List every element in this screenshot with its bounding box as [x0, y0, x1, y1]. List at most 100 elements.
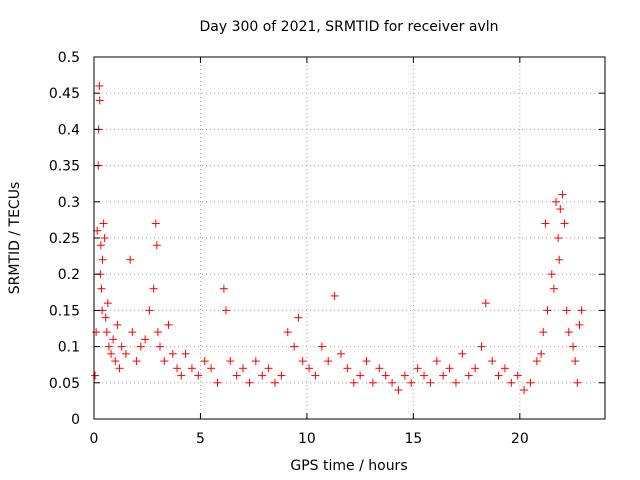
- data-point: [151, 219, 160, 228]
- data-point: [104, 342, 113, 351]
- data-point: [537, 349, 546, 358]
- data-point: [95, 81, 104, 90]
- data-point: [98, 255, 107, 264]
- y-tick-label: 0.25: [49, 231, 80, 247]
- x-tick-label: 10: [298, 431, 316, 447]
- data-point: [128, 328, 137, 337]
- data-point: [298, 357, 307, 366]
- data-point: [552, 197, 561, 206]
- data-point: [336, 349, 345, 358]
- chart-title: Day 300 of 2021, SRMTID for receiver avl…: [199, 19, 498, 35]
- data-point: [394, 386, 403, 395]
- data-point: [356, 371, 365, 380]
- data-point: [560, 219, 569, 228]
- x-tick-labels: 0 5 10 15 20: [90, 431, 529, 447]
- data-point: [564, 328, 573, 337]
- y-tick-label: 0: [71, 412, 80, 428]
- data-point: [181, 349, 190, 358]
- data-point: [100, 234, 109, 242]
- data-point: [407, 378, 416, 387]
- data-point: [213, 378, 222, 387]
- data-point: [451, 378, 460, 387]
- data-point: [445, 364, 454, 373]
- data-point: [226, 357, 235, 366]
- data-point: [101, 313, 110, 322]
- data-point: [305, 364, 314, 373]
- data-point: [153, 328, 162, 337]
- data-point: [375, 364, 384, 373]
- data-point: [464, 371, 473, 380]
- data-point: [245, 378, 254, 387]
- data-point: [187, 364, 196, 373]
- data-point: [91, 371, 100, 380]
- y-tick-label: 0.1: [58, 340, 80, 356]
- data-point: [471, 364, 480, 373]
- data-point: [96, 241, 105, 250]
- data-point: [136, 342, 145, 351]
- data-point: [111, 357, 120, 366]
- data-point: [145, 306, 154, 315]
- axis-ticks: [93, 56, 605, 420]
- data-point: [555, 255, 564, 264]
- grid: [94, 57, 605, 419]
- data-point: [168, 349, 177, 358]
- data-point: [420, 371, 429, 380]
- data-point: [513, 371, 522, 380]
- data-point: [381, 371, 390, 380]
- data-point: [270, 378, 279, 387]
- data-point: [207, 364, 216, 373]
- data-point: [103, 299, 112, 308]
- x-axis-title: GPS time / hours: [290, 458, 407, 474]
- data-point: [577, 306, 586, 315]
- data-point: [400, 371, 409, 380]
- data-point: [141, 335, 150, 344]
- y-tick-label: 0.5: [58, 50, 80, 66]
- data-point: [173, 364, 182, 373]
- data-point: [324, 357, 333, 366]
- data-point: [164, 320, 173, 329]
- y-tick-label: 0.35: [49, 159, 80, 175]
- data-point: [99, 219, 108, 228]
- y-tick-labels: 0 0.05 0.1 0.15 0.2 0.25 0.3 0.35 0.4 0.45 0.5: [49, 50, 80, 428]
- data-point: [543, 306, 552, 315]
- data-point: [558, 190, 567, 199]
- data-point: [571, 357, 580, 366]
- data-point: [311, 371, 320, 380]
- data-point: [481, 299, 490, 308]
- data-point: [520, 386, 529, 395]
- data-point: [368, 378, 377, 387]
- data-point: [109, 335, 118, 344]
- data-point: [232, 371, 241, 380]
- data-point: [526, 378, 535, 387]
- data-point: [177, 371, 186, 380]
- data-point: [92, 328, 101, 337]
- data-point: [539, 328, 548, 337]
- data-point: [413, 364, 422, 373]
- data-point: [160, 357, 169, 366]
- data-point: [488, 357, 497, 366]
- data-point: [219, 284, 228, 293]
- data-point: [251, 357, 260, 366]
- y-tick-label: 0.2: [58, 267, 80, 283]
- data-point: [532, 357, 541, 366]
- data-point: [569, 342, 578, 351]
- data-point: [149, 284, 158, 293]
- data-point: [121, 349, 130, 358]
- data-point: [541, 219, 550, 228]
- data-point: [156, 342, 165, 351]
- y-tick-label: 0.3: [58, 195, 80, 211]
- x-tick-label: 20: [511, 431, 529, 447]
- data-point: [426, 378, 435, 387]
- data-point: [102, 328, 111, 337]
- data-point: [200, 357, 209, 366]
- y-axis-title: SRMTID / TECUs: [7, 182, 23, 295]
- data-point: [458, 349, 467, 358]
- data-point: [152, 241, 161, 250]
- data-point: [556, 205, 565, 214]
- y-tick-label: 0.4: [58, 122, 80, 138]
- data-point: [222, 306, 231, 315]
- data-point: [573, 378, 582, 387]
- y-tick-label: 0.45: [49, 86, 80, 102]
- data-point: [330, 291, 339, 300]
